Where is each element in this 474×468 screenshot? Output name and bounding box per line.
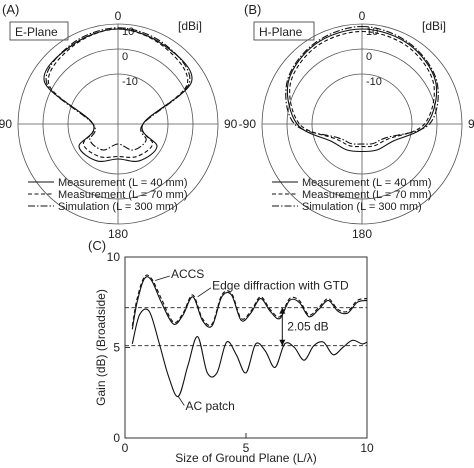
panel-b-plane-label: H-Plane [259,25,303,39]
polar-series-line [286,28,438,153]
x-axis-label: Size of Ground Plane (L/λ) [175,451,316,465]
panel-a-plane-box [9,21,69,41]
polar-angle-label: -90 [0,117,12,131]
legend-entry: Simulation (L = 300 mm) [302,201,422,213]
polar-angle-label: 180 [108,227,128,241]
panel-b-plane-box [253,21,315,41]
y-tick-label: 10 [107,250,121,264]
polar-radial-tick-label: 0 [122,51,128,63]
legend-entry: Measurement (L = 40 mm) [58,177,188,189]
series-label-pointer [177,396,185,406]
legend-entry: Measurement (L = 40 mm) [302,177,432,189]
polar-series-line [289,30,435,148]
series-label: AC patch [186,399,235,413]
y-tick-label: 5 [113,341,120,355]
polar-angle-label: 180 [352,227,372,241]
polar-series-line [45,27,191,151]
annotation-arrowhead-bottom [279,339,286,346]
panel-a-plane-label: E-Plane [15,25,58,39]
series-label: ACCS [171,267,204,281]
panel-b-unit: [dBi] [422,19,446,33]
series-line [131,276,368,330]
panel-b-letter: (B) [244,2,261,17]
polar-radial-tick-label: -10 [122,76,138,88]
y-tick-label: 0 [113,431,120,445]
polar-radial-tick-label: -10 [366,76,382,88]
x-tick-label: 10 [360,441,374,455]
polar-angle-label: 90 [468,117,474,131]
polar-angle-label: 0 [115,9,122,23]
polar-series-line [285,25,439,145]
polar-angle-label: -90 [239,117,257,131]
series-label-pointer [197,287,212,298]
y-axis-label: Gain (dB) (Broadside) [94,289,108,406]
polar-series-line [43,28,193,162]
x-tick-label: 5 [243,441,250,455]
panel-c-letter: (C) [88,238,106,253]
x-tick-label: 0 [122,441,129,455]
series-line [131,274,368,327]
panel-a-unit: [dBi] [178,19,202,33]
polar-angle-label: 0 [359,9,366,23]
annotation-arrowhead-top [279,307,286,314]
legend-entry: Simulation (L = 300 mm) [58,201,178,213]
series-line [131,308,368,397]
polar-angle-label: 90 [224,117,238,131]
annotation-label: 2.05 dB [287,320,328,334]
series-label-pointer [155,275,170,281]
legend-entry: Measurement (L = 70 mm) [302,189,432,201]
line-chart-gain: 0 5 10 0 5 10 Size of Ground Plane (L/λ) Gain (… [94,250,374,465]
panel-a-letter: (A) [2,2,19,17]
polar-radial-tick-label: 0 [366,51,372,63]
series-label: Edge diffraction with GTD [212,279,349,293]
legend-entry: Measurement (L = 70 mm) [58,189,188,201]
